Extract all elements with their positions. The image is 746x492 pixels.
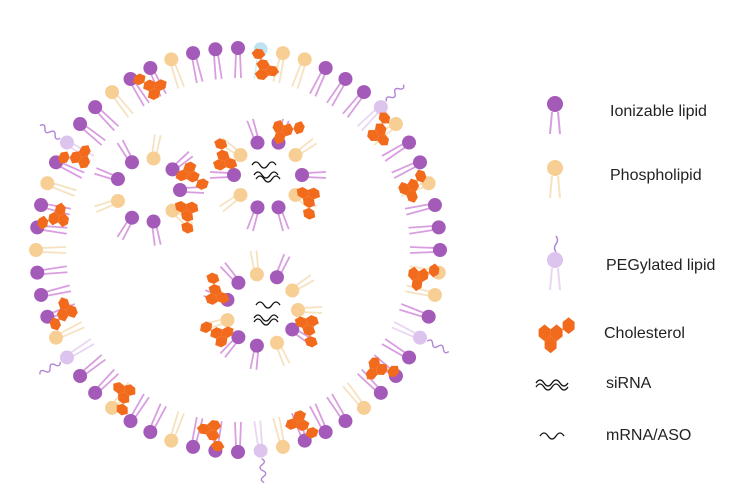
lipid-molecule: [29, 243, 67, 257]
cholesterol-molecule: [359, 349, 402, 393]
lipid-molecule: [391, 321, 450, 354]
lipid-molecule: [73, 354, 106, 383]
lipid-molecule: [404, 284, 442, 302]
lipid-molecule: [30, 265, 68, 280]
lipid-molecule: [326, 393, 353, 429]
legend-label-cholesterol: Cholesterol: [604, 325, 685, 342]
phospholipid-icon: [547, 160, 563, 199]
pegylated-lipid-icon: [547, 235, 563, 291]
lipid-molecule: [39, 338, 95, 375]
lipid-molecule: [34, 198, 72, 216]
legend-label-phospholipid: Phospholipid: [610, 167, 702, 184]
legend-item-sirna: siRNA: [535, 375, 652, 392]
lipid-particle: [29, 41, 450, 484]
lipid-molecule: [295, 168, 327, 182]
lipid-molecule: [309, 403, 333, 439]
lipid-molecule: [309, 61, 333, 97]
lipid-molecule: [269, 335, 291, 367]
legend-label-sirna: siRNA: [606, 375, 652, 392]
lipid-molecule: [219, 262, 246, 290]
lipid-molecule: [146, 134, 162, 166]
lipid-molecule: [246, 118, 265, 150]
lipid-molecule: [269, 253, 291, 285]
lipid-molecule: [356, 368, 388, 400]
lipid-molecule: [356, 84, 405, 132]
lipid-molecule: [409, 243, 447, 257]
lipid-molecule: [272, 46, 290, 84]
lipid-molecule: [249, 250, 264, 282]
lipid-molecule: [73, 117, 106, 146]
legend-label-ionizable: Ionizable lipid: [610, 103, 707, 120]
legend-item-pegylated: PEGylated lipid: [547, 235, 715, 291]
lipid-molecule: [116, 139, 139, 170]
lipid-molecule: [291, 303, 323, 317]
mrna-aso-icon: [539, 432, 565, 440]
legend-item-phospholipid: Phospholipid: [547, 160, 702, 199]
lipid-molecule: [123, 393, 150, 429]
lipid-molecule: [253, 420, 268, 484]
lipid-molecule: [391, 155, 427, 179]
lipid-molecule: [381, 338, 417, 365]
lipid-molecule: [219, 330, 246, 358]
lipid-molecule: [165, 151, 194, 177]
legend-label-mrna: mRNA/ASO: [606, 427, 691, 444]
lipid-molecule: [49, 321, 85, 345]
legend-item-mrna: mRNA/ASO: [539, 427, 691, 444]
lipid-molecule: [94, 193, 125, 213]
ionizable-lipid-icon: [547, 96, 563, 135]
lipid-molecule: [399, 303, 436, 324]
encapsulated-nucleic-acid: [251, 161, 281, 326]
lipid-molecule: [408, 220, 446, 235]
lipid-molecule: [231, 41, 245, 79]
lipid-molecule: [164, 411, 185, 448]
lipid-molecule: [146, 214, 162, 246]
lipid-molecule: [271, 200, 290, 232]
legend: Ionizable lipid Phospholipid PEGylated l…: [535, 96, 715, 444]
lipid-molecule: [209, 168, 241, 182]
legend-item-ionizable: Ionizable lipid: [547, 96, 707, 135]
lipid-molecule: [381, 135, 417, 162]
lipid-molecule: [231, 421, 245, 459]
legend-item-cholesterol: Cholesterol: [538, 317, 685, 354]
lipid-molecule: [285, 274, 315, 298]
lipid-molecule: [342, 382, 371, 415]
lipid-molecule: [342, 85, 371, 118]
lipid-molecule: [288, 137, 318, 163]
lipid-molecule: [326, 71, 353, 107]
lipid-molecule: [88, 368, 120, 400]
lipid-molecule: [164, 52, 185, 89]
lipid-molecule: [246, 200, 265, 232]
lipid-molecule: [186, 46, 204, 84]
lipid-molecule: [105, 85, 134, 118]
lipid-molecule: [94, 167, 125, 187]
lipid-molecule: [208, 42, 223, 80]
lipid-molecule: [40, 176, 77, 197]
lipid-molecule: [404, 198, 442, 216]
lipid-molecule: [34, 284, 72, 302]
lipid-molecule: [88, 100, 120, 132]
lipid-molecule: [249, 338, 264, 370]
lipid-molecule: [272, 416, 290, 454]
sirna-icon: [535, 379, 569, 391]
lipid-molecule: [186, 416, 204, 454]
lipid-molecule: [116, 210, 139, 241]
cholesterol-icon: [538, 317, 575, 354]
lipid-molecule: [218, 187, 248, 213]
lipid-molecule: [291, 52, 312, 89]
legend-label-pegylated: PEGylated lipid: [606, 257, 715, 274]
lipid-molecule: [143, 403, 167, 439]
